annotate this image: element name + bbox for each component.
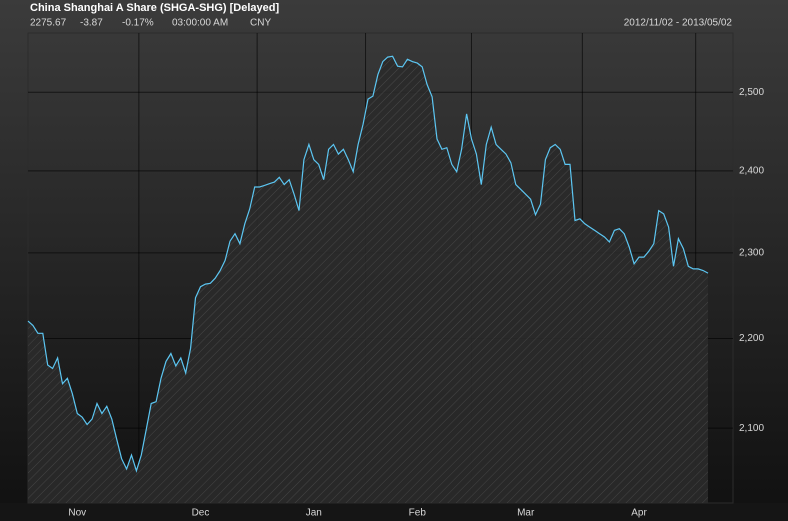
area — [28, 56, 708, 504]
chart-title: China Shanghai A Share (SHGA-SHG) [Delay… — [30, 2, 280, 14]
quote-info: -3.87 — [80, 18, 103, 29]
x-tick-label: Jan — [306, 508, 322, 519]
x-tick-label: Mar — [517, 508, 535, 519]
date-range: 2012/11/02 - 2013/05/02 — [624, 18, 733, 29]
quote-info: 2275.67 — [30, 18, 67, 29]
y-tick-label: 2,500 — [739, 87, 764, 98]
y-tick-label: 2,100 — [739, 423, 764, 434]
y-tick-label: 2,300 — [739, 248, 764, 259]
y-tick-label: 2,400 — [739, 166, 764, 177]
quote-info: CNY — [250, 18, 271, 29]
quote-info: -0.17% — [122, 18, 154, 29]
x-axis-band — [0, 503, 788, 521]
quote-info: 03:00:00 AM — [172, 18, 228, 29]
x-tick-label: Apr — [631, 508, 647, 519]
x-tick-label: Nov — [68, 508, 86, 519]
x-tick-label: Feb — [409, 508, 427, 519]
price-line — [27, 55, 709, 473]
y-tick-label: 2,200 — [739, 333, 764, 344]
x-tick-label: Dec — [192, 508, 210, 519]
